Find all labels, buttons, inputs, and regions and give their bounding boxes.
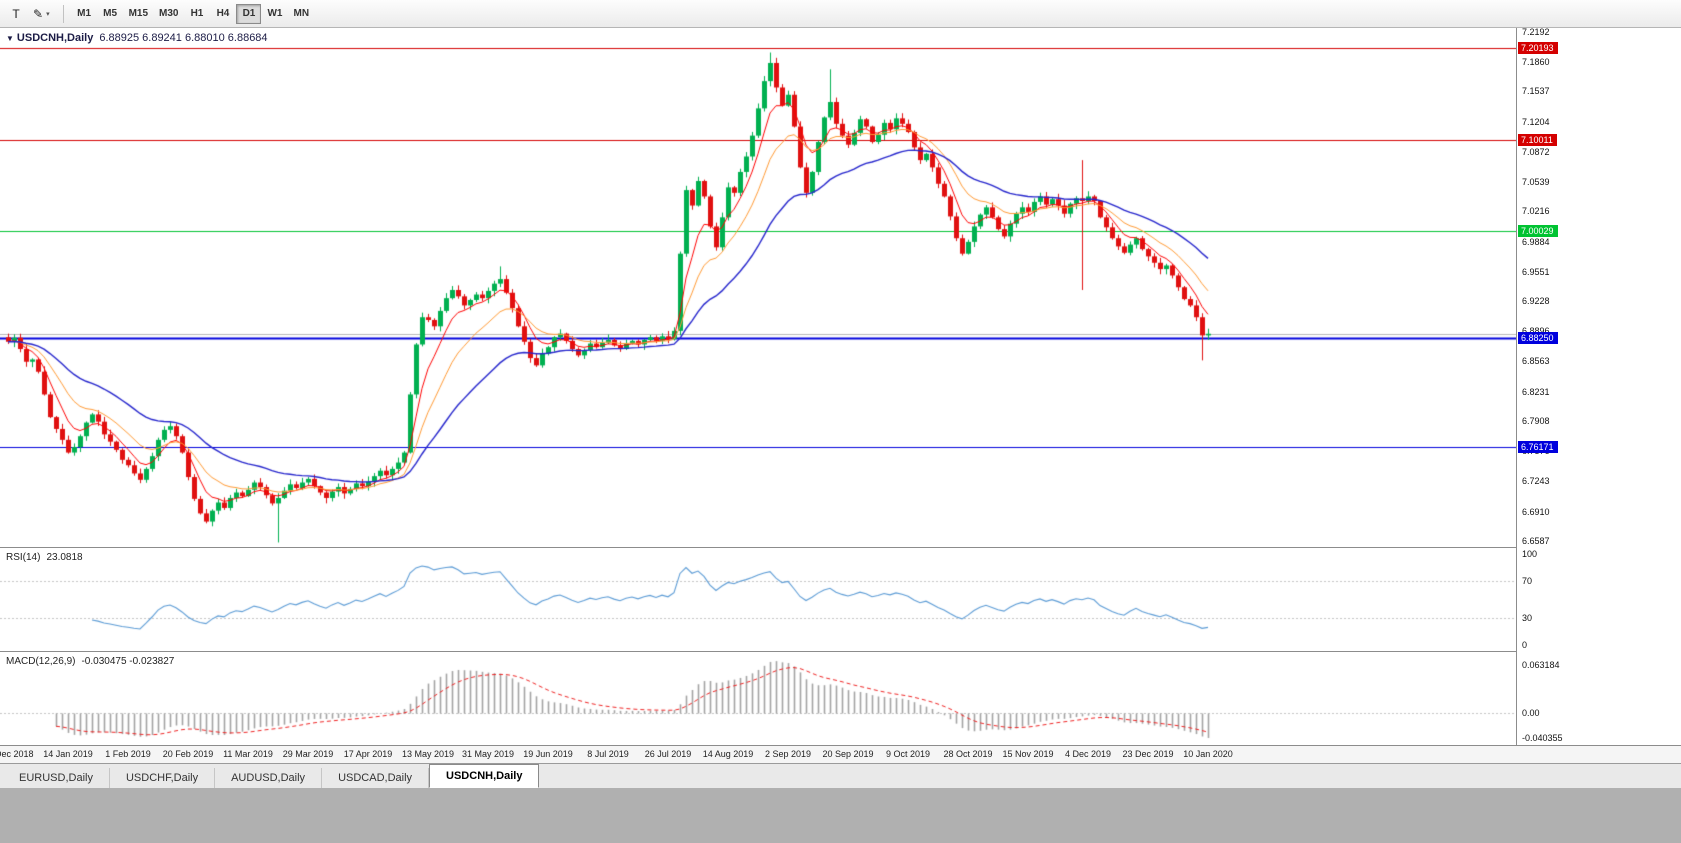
- macd-label: MACD(12,26,9) -0.030475 -0.023827: [6, 656, 174, 667]
- price-tick: 7.2192: [1522, 26, 1550, 37]
- timeframe-button-h4[interactable]: H4: [210, 4, 235, 24]
- tab-usdcnh[interactable]: USDCNH,Daily: [429, 764, 540, 788]
- rsi-tick: 30: [1522, 612, 1533, 623]
- pencil-icon: ✎: [33, 6, 44, 21]
- chevron-down-icon: ▼: [6, 34, 14, 43]
- symbol-period-label: USDCNH,Daily: [16, 32, 94, 44]
- panel-splitter[interactable]: [0, 745, 1681, 746]
- price-line-label[interactable]: 7.10011: [1518, 134, 1557, 147]
- panel-splitter[interactable]: [0, 547, 1681, 548]
- price-chart-canvas[interactable]: [0, 28, 1516, 547]
- price-line-label[interactable]: 7.20193: [1518, 41, 1558, 54]
- timeframe-button-w1[interactable]: W1: [262, 4, 287, 24]
- price-tick: 7.0216: [1522, 206, 1550, 217]
- price-tick: 6.7908: [1522, 415, 1550, 426]
- status-area: [0, 788, 1681, 843]
- price-tick: 6.8896: [1522, 326, 1550, 336]
- date-tick: 20 Feb 2019: [162, 749, 214, 759]
- date-tick: 15 Nov 2019: [1002, 749, 1054, 759]
- price-tick: 6.8231: [1522, 386, 1550, 397]
- price-tick: 6.6910: [1522, 506, 1550, 517]
- rsi-tick: 100: [1522, 549, 1538, 559]
- date-tick: 26 Dec 2018: [0, 749, 34, 759]
- macd-name: MACD(12,26,9): [6, 656, 76, 667]
- price-tick: 7.1204: [1522, 116, 1550, 127]
- macd-tick: -0.040355: [1522, 733, 1563, 743]
- rsi-name: RSI(14): [6, 552, 41, 563]
- timeframe-buttons: M1 M5 M15 M30 H1 H4 D1 W1 MN: [72, 3, 314, 24]
- price-tick: 6.6587: [1522, 535, 1550, 546]
- price-tick: 7.1537: [1522, 86, 1550, 97]
- rsi-indicator-canvas[interactable]: [0, 548, 1516, 651]
- panel-splitter[interactable]: [0, 651, 1681, 652]
- price-axis[interactable]: 7.2192 7.1860 7.1537 7.1204 7.0872 7.0539 7.02…: [1516, 26, 1681, 745]
- date-tick: 2 Sep 2019: [764, 749, 812, 759]
- chart-window: ▼ USDCNH,Daily 6.88925 6.89241 6.88010 6.8…: [0, 26, 1681, 763]
- timeframe-button-mn[interactable]: MN: [288, 4, 314, 24]
- tab-audusd[interactable]: AUDUSD,Daily: [215, 768, 323, 788]
- date-tick: 4 Dec 2019: [1064, 749, 1112, 759]
- price-tick: 6.7243: [1522, 476, 1550, 487]
- price-tick: 6.9884: [1522, 236, 1550, 247]
- date-tick: 29 Mar 2019: [282, 749, 334, 759]
- date-tick: 17 Apr 2019: [343, 749, 393, 759]
- price-tick: 6.9551: [1522, 266, 1550, 277]
- price-tick: 7.0539: [1522, 177, 1550, 188]
- date-tick: 14 Jan 2019: [43, 749, 93, 759]
- chart-title-overlay: ▼ USDCNH,Daily 6.88925 6.89241 6.88010 6.8…: [6, 32, 268, 44]
- tab-usdchf[interactable]: USDCHF,Daily: [110, 768, 216, 788]
- date-tick: 13 May 2019: [401, 749, 455, 759]
- date-tick: 9 Oct 2019: [885, 749, 931, 759]
- text-tool-button[interactable]: T: [5, 3, 27, 25]
- timeframe-button-m30[interactable]: M30: [154, 4, 183, 24]
- date-tick: 23 Dec 2019: [1122, 749, 1174, 759]
- timeframe-button-m15[interactable]: M15: [124, 4, 153, 24]
- chart-tabs: EURUSD,Daily USDCHF,Daily AUDUSD,Daily USDC…: [0, 763, 1681, 788]
- date-tick: 20 Sep 2019: [822, 749, 874, 759]
- tab-eurusd[interactable]: EURUSD,Daily: [3, 768, 110, 788]
- macd-tick: 0.063184: [1522, 660, 1560, 670]
- date-tick: 1 Feb 2019: [105, 749, 151, 759]
- date-tick: 28 Oct 2019: [943, 749, 993, 759]
- text-tool-icon: T: [12, 6, 20, 21]
- date-tick: 10 Jan 2020: [1183, 749, 1233, 759]
- date-tick: 26 Jul 2019: [644, 749, 692, 759]
- price-line-label[interactable]: 6.88250: [1518, 331, 1558, 344]
- timeframe-button-m1[interactable]: M1: [72, 4, 97, 24]
- timeframe-button-m5[interactable]: M5: [98, 4, 123, 24]
- toolbar-separator: [62, 4, 64, 23]
- rsi-value: 23.0818: [46, 552, 83, 563]
- macd-values: -0.030475 -0.023827: [81, 656, 175, 667]
- date-tick: 8 Jul 2019: [587, 749, 629, 759]
- date-axis[interactable]: 26 Dec 2018 14 Jan 2019 1 Feb 2019 20 Feb 2…: [0, 746, 1681, 763]
- price-tick: 7.1860: [1522, 57, 1550, 68]
- date-tick: 31 May 2019: [461, 749, 515, 759]
- date-tick: 14 Aug 2019: [702, 749, 754, 759]
- price-line-label[interactable]: 6.76171: [1518, 441, 1558, 454]
- rsi-tick: 0: [1522, 640, 1528, 650]
- draw-tool-button[interactable]: ✎ ▾: [28, 3, 55, 25]
- date-tick: 19 Jun 2019: [523, 749, 573, 759]
- timeframe-button-d1[interactable]: D1: [236, 3, 262, 24]
- chevron-down-icon: ▾: [46, 10, 50, 18]
- macd-tick: 0.00: [1522, 707, 1540, 718]
- date-tick: 11 Mar 2019: [223, 749, 273, 759]
- price-tick: 6.9228: [1522, 296, 1550, 307]
- macd-indicator-canvas[interactable]: [0, 652, 1516, 745]
- price-tick: 6.8563: [1522, 356, 1550, 367]
- tab-usdcad[interactable]: USDCAD,Daily: [322, 768, 430, 788]
- toolbar: T ✎ ▾ M1 M5 M15 M30 H1 H4 D1 W1 MN: [0, 0, 1681, 28]
- price-line-label[interactable]: 7.00029: [1518, 224, 1558, 237]
- timeframe-button-h1[interactable]: H1: [184, 4, 209, 24]
- rsi-label: RSI(14) 23.0818: [6, 552, 83, 563]
- price-tick: 7.0872: [1522, 146, 1550, 157]
- rsi-tick: 70: [1522, 576, 1533, 587]
- ohlc-values: 6.88925 6.89241 6.88010 6.88684: [99, 32, 268, 44]
